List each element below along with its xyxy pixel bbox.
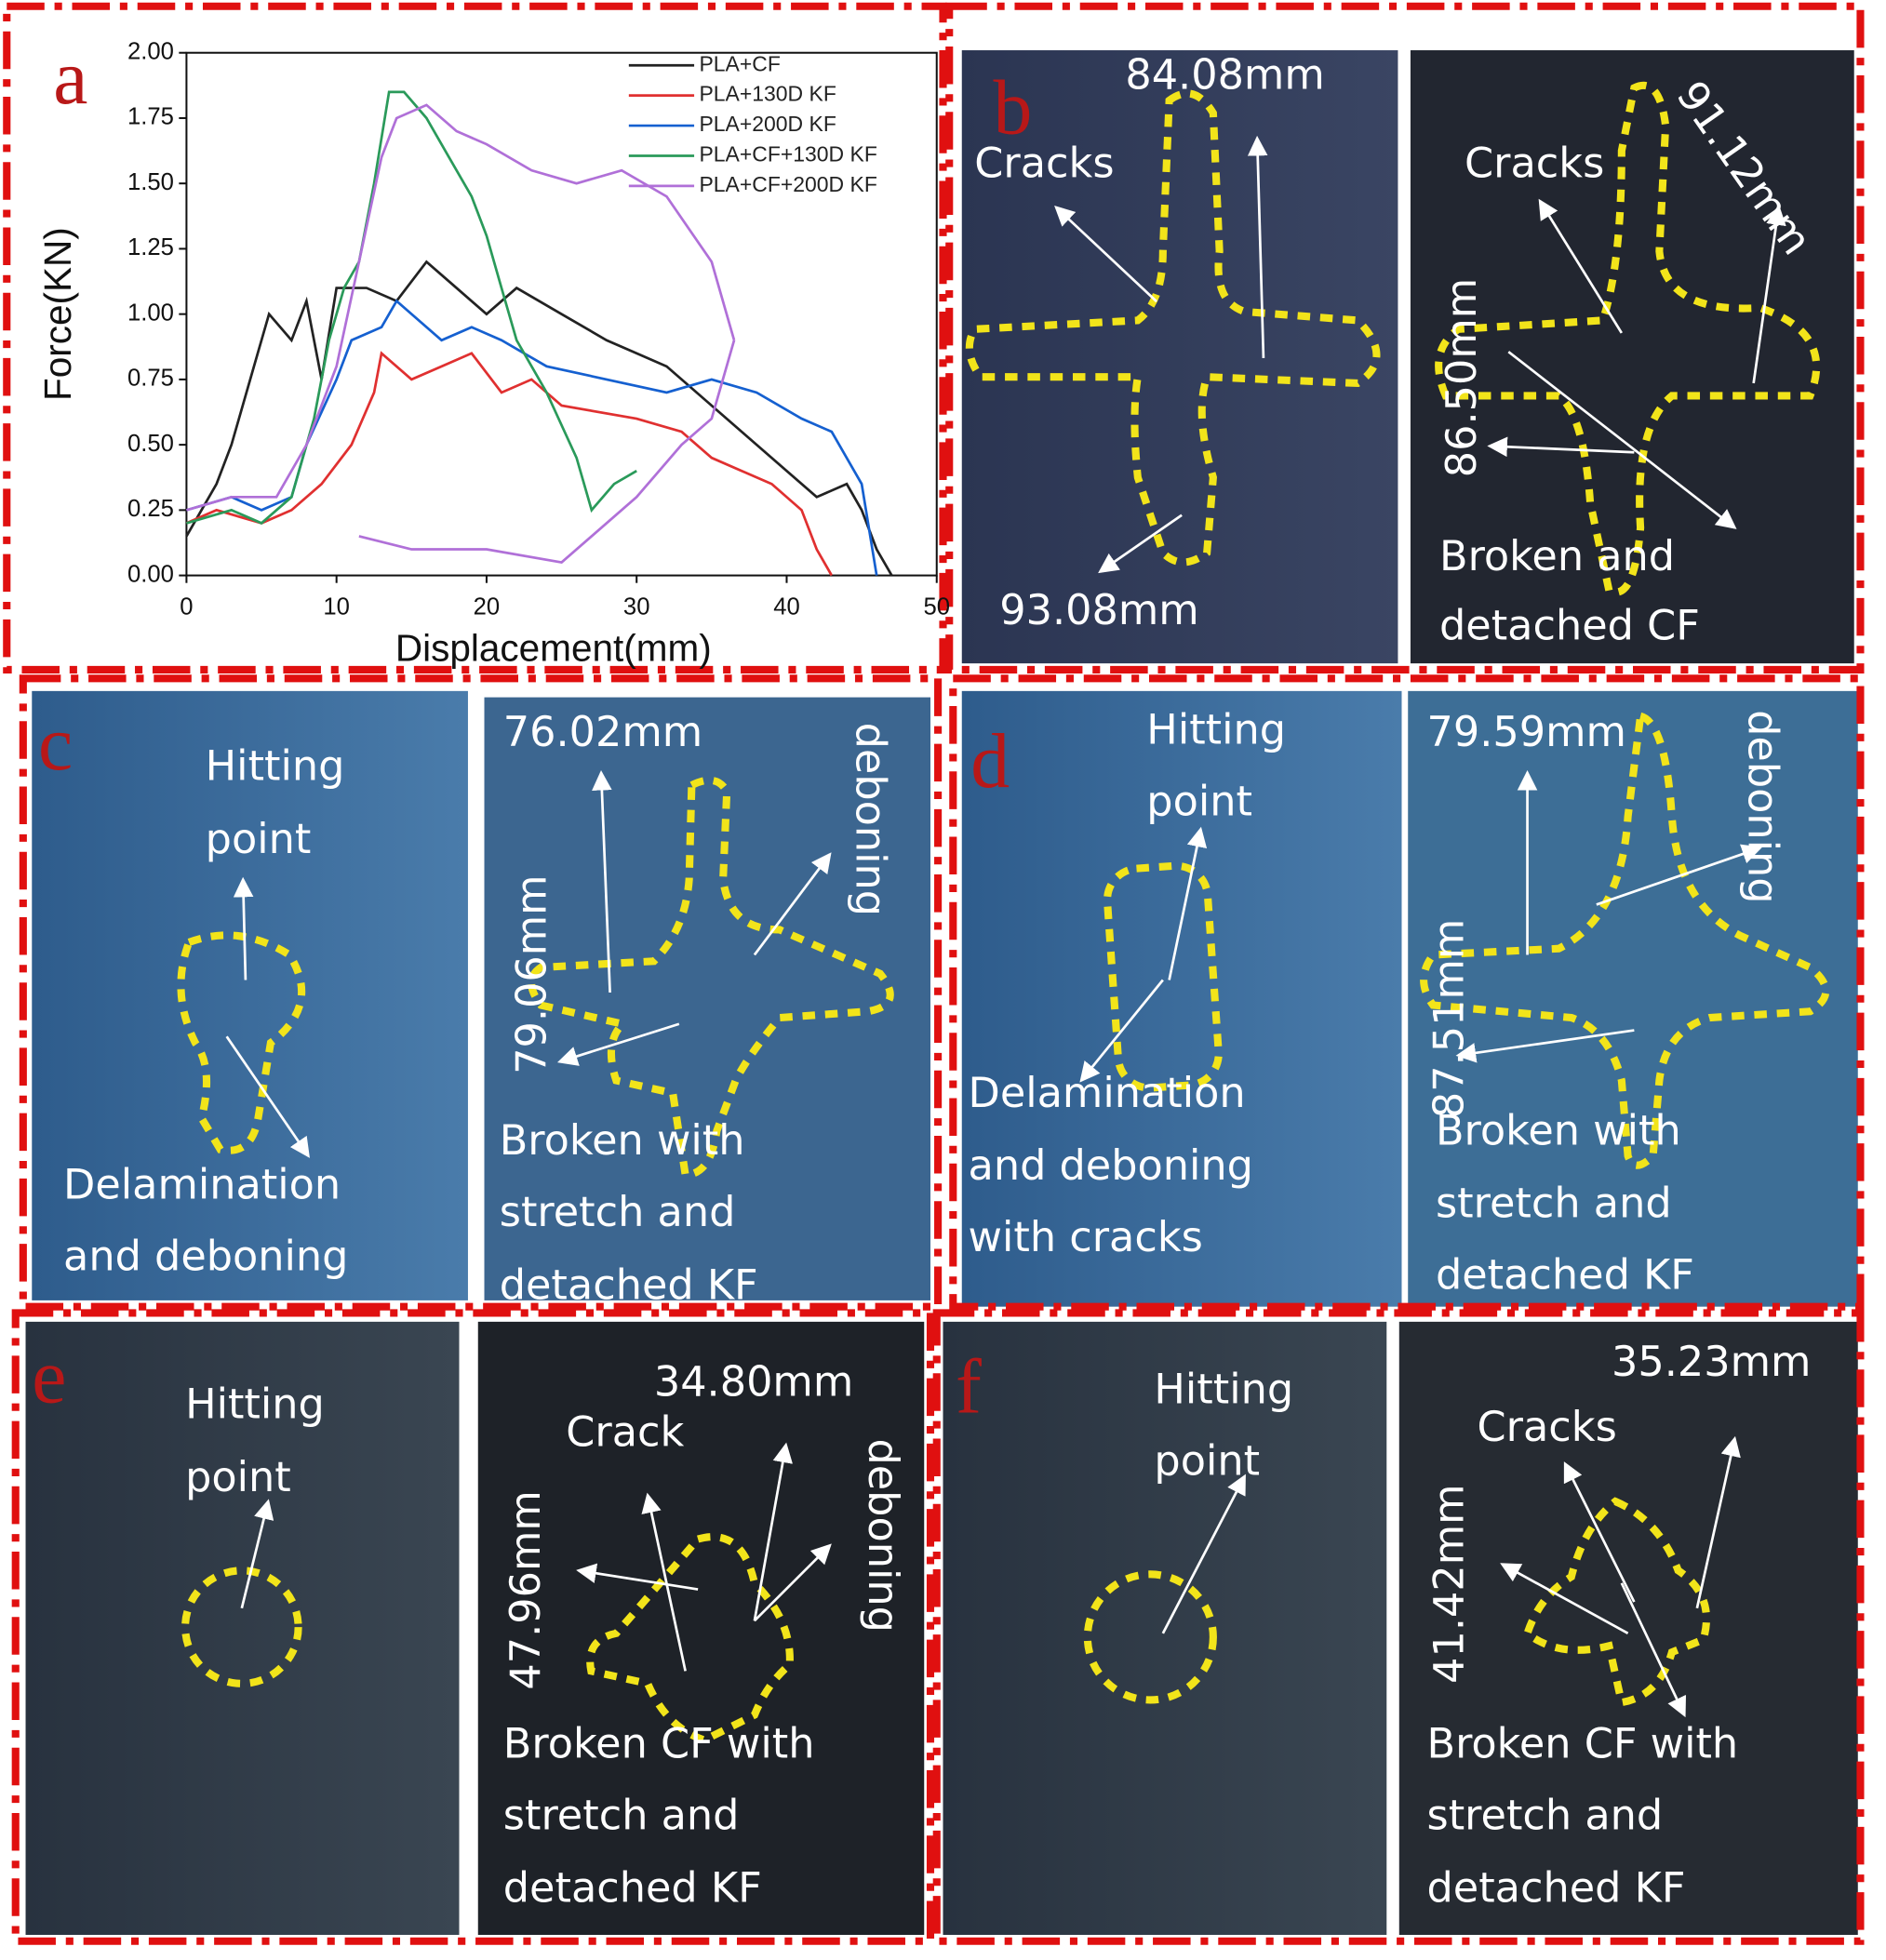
panel-frame	[3, 2, 947, 673]
series-line	[185, 260, 893, 577]
panel-frame	[945, 2, 1865, 673]
annotation: 47.96mm	[502, 1490, 550, 1689]
panel-label: d	[970, 718, 1010, 805]
annotation: Hitting	[185, 1380, 325, 1429]
annotation: stretch and	[500, 1188, 736, 1236]
annotation: with cracks	[969, 1213, 1203, 1261]
annotation: deboning	[1738, 710, 1786, 903]
annotation: Broken CF with	[1426, 1719, 1738, 1767]
annotation: detached CF	[1439, 601, 1700, 649]
annotation: deboning	[846, 723, 894, 916]
annotation: point	[1146, 777, 1252, 825]
legend-label: PLA+CF	[699, 51, 780, 75]
photo	[25, 1321, 460, 1935]
annotation: stretch and	[503, 1791, 740, 1839]
panel-frame	[932, 1309, 1865, 1945]
panel-frame	[949, 674, 1865, 1311]
annotation: stretch and	[1436, 1180, 1672, 1228]
panel-label: c	[38, 700, 73, 787]
annotation: deboning	[859, 1438, 907, 1632]
y-tick-label: 1.50	[127, 169, 174, 195]
photo	[484, 697, 930, 1300]
annotation: 84.08mm	[1125, 51, 1324, 100]
y-axis-label: Force(KN)	[36, 227, 79, 401]
annotation: point	[185, 1453, 291, 1501]
annotation: Broken with	[1436, 1106, 1681, 1154]
annotation: detached KF	[503, 1864, 762, 1913]
y-tick-label: 0.25	[127, 496, 174, 522]
panel-label: e	[32, 1334, 66, 1420]
y-tick-label: 2.00	[127, 39, 174, 65]
annotation: Broken with	[500, 1116, 745, 1165]
annotation: 34.80mm	[654, 1357, 853, 1406]
series-line	[186, 299, 878, 576]
legend-label: PLA+CF+130D KF	[699, 142, 876, 167]
annotation: Cracks	[1478, 1403, 1617, 1451]
annotation: detached KF	[1426, 1864, 1685, 1913]
y-tick-label: 1.75	[127, 104, 174, 130]
annotation: Cracks	[1465, 139, 1604, 187]
series-line	[186, 103, 736, 564]
annotation: 79.06mm	[508, 874, 556, 1073]
arrows	[225, 135, 1786, 1718]
annotation: Crack	[566, 1407, 684, 1456]
y-tick-label: 1.00	[127, 300, 174, 326]
annotation: Cracks	[974, 139, 1114, 187]
photo	[1398, 1321, 1858, 1935]
annotation: Delamination	[969, 1069, 1246, 1117]
photo	[961, 50, 1398, 664]
annotation: 76.02mm	[503, 708, 702, 756]
annotation: Hitting	[1146, 705, 1286, 753]
y-tick-label: 1.25	[127, 234, 174, 260]
annotation: and deboning	[969, 1141, 1253, 1190]
annotation: detached KF	[500, 1260, 758, 1309]
annotation: 79.59mm	[1426, 708, 1625, 756]
annotation: Delamination	[63, 1160, 341, 1208]
annotation: 41.42mm	[1425, 1484, 1474, 1683]
x-tick-label: 10	[323, 593, 350, 620]
legend-label: PLA+CF+200D KF	[699, 172, 876, 196]
panel-label: b	[994, 64, 1033, 151]
panel-label: f	[956, 1343, 982, 1430]
annotation: 93.08mm	[999, 586, 1198, 634]
legend-label: PLA+130D KF	[699, 82, 836, 106]
panel-frame	[19, 674, 943, 1311]
series-line	[185, 351, 834, 577]
y-tick-label: 0.75	[127, 366, 174, 392]
x-axis-label: Displacement(mm)	[395, 626, 712, 669]
photo	[1410, 50, 1854, 664]
annotation: 87.51mm	[1425, 919, 1474, 1118]
annotation: Hitting	[1154, 1366, 1293, 1414]
photo	[32, 690, 468, 1300]
annotation: detached KF	[1436, 1251, 1694, 1300]
x-tick-label: 40	[773, 593, 800, 620]
annotation: 35.23mm	[1612, 1338, 1811, 1386]
annotation: Broken and	[1439, 532, 1675, 580]
annotation: Hitting	[206, 742, 345, 791]
x-tick-label: 0	[180, 593, 193, 620]
damage-outlines	[177, 81, 1830, 1745]
annotation: and deboning	[63, 1232, 348, 1280]
annotation: point	[1154, 1436, 1260, 1485]
annotation: point	[206, 815, 312, 863]
photo	[477, 1321, 925, 1935]
x-tick-label: 20	[474, 593, 501, 620]
x-tick-label: 50	[923, 593, 950, 620]
legend-label: PLA+200D KF	[699, 112, 836, 136]
series-line	[186, 90, 637, 525]
y-tick-label: 0.00	[127, 561, 174, 587]
panel-frame	[11, 1309, 935, 1945]
annotation: Broken CF with	[503, 1719, 815, 1767]
annotation: stretch and	[1426, 1791, 1663, 1839]
x-tick-label: 30	[623, 593, 650, 620]
annotation: 86.50mm	[1438, 278, 1486, 477]
panel-label: a	[53, 34, 87, 121]
photo	[961, 690, 1402, 1307]
y-tick-label: 0.50	[127, 431, 174, 457]
